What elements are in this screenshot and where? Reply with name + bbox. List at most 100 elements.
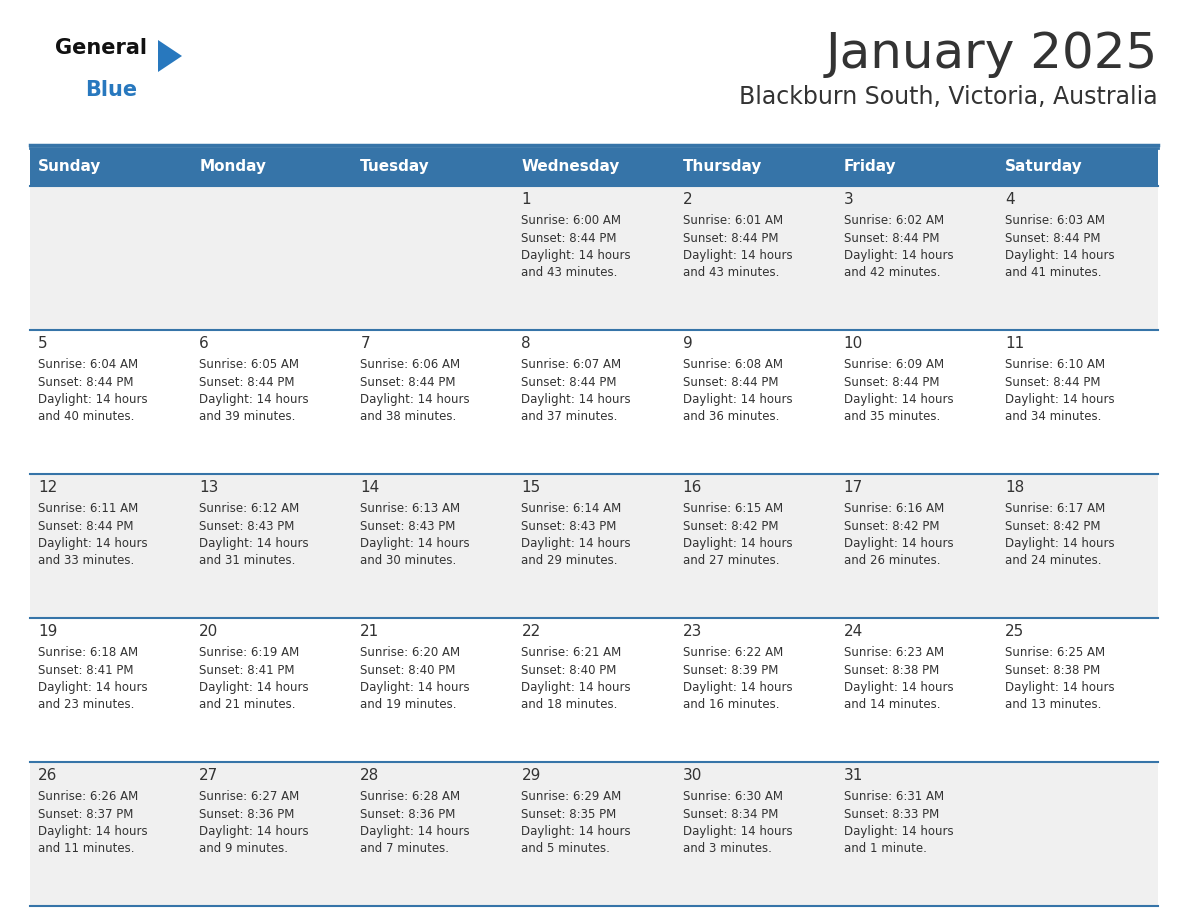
Text: 27: 27 bbox=[200, 768, 219, 783]
Text: 26: 26 bbox=[38, 768, 57, 783]
Text: Sunset: 8:43 PM: Sunset: 8:43 PM bbox=[360, 520, 456, 532]
Text: Sunrise: 6:29 AM: Sunrise: 6:29 AM bbox=[522, 790, 621, 803]
Bar bbox=[30, 474, 1158, 618]
Text: Sunset: 8:36 PM: Sunset: 8:36 PM bbox=[200, 808, 295, 821]
Text: and 16 minutes.: and 16 minutes. bbox=[683, 699, 779, 711]
Text: Sunrise: 6:20 AM: Sunrise: 6:20 AM bbox=[360, 646, 461, 659]
Text: Daylight: 14 hours: Daylight: 14 hours bbox=[843, 537, 953, 550]
Text: Sunset: 8:44 PM: Sunset: 8:44 PM bbox=[843, 231, 940, 244]
Text: Daylight: 14 hours: Daylight: 14 hours bbox=[683, 825, 792, 838]
Text: Daylight: 14 hours: Daylight: 14 hours bbox=[38, 825, 147, 838]
Text: Sunrise: 6:27 AM: Sunrise: 6:27 AM bbox=[200, 790, 299, 803]
Text: January 2025: January 2025 bbox=[826, 30, 1158, 78]
Text: Sunset: 8:41 PM: Sunset: 8:41 PM bbox=[38, 664, 133, 677]
Text: Sunrise: 6:18 AM: Sunrise: 6:18 AM bbox=[38, 646, 138, 659]
Text: Sunset: 8:44 PM: Sunset: 8:44 PM bbox=[38, 520, 133, 532]
Text: 5: 5 bbox=[38, 336, 48, 351]
Bar bbox=[191, 148, 353, 186]
Bar bbox=[675, 148, 835, 186]
Text: Sunrise: 6:10 AM: Sunrise: 6:10 AM bbox=[1005, 358, 1105, 371]
Text: Sunset: 8:44 PM: Sunset: 8:44 PM bbox=[1005, 375, 1100, 388]
Text: Sunrise: 6:06 AM: Sunrise: 6:06 AM bbox=[360, 358, 461, 371]
Text: Sunset: 8:42 PM: Sunset: 8:42 PM bbox=[1005, 520, 1100, 532]
Text: Sunrise: 6:31 AM: Sunrise: 6:31 AM bbox=[843, 790, 943, 803]
Text: 15: 15 bbox=[522, 480, 541, 495]
Text: and 1 minute.: and 1 minute. bbox=[843, 843, 927, 856]
Text: Daylight: 14 hours: Daylight: 14 hours bbox=[683, 537, 792, 550]
Text: Sunset: 8:44 PM: Sunset: 8:44 PM bbox=[683, 375, 778, 388]
Text: Daylight: 14 hours: Daylight: 14 hours bbox=[1005, 537, 1114, 550]
Text: Sunset: 8:39 PM: Sunset: 8:39 PM bbox=[683, 664, 778, 677]
Text: 1: 1 bbox=[522, 192, 531, 207]
Text: Sunset: 8:42 PM: Sunset: 8:42 PM bbox=[683, 520, 778, 532]
Text: Daylight: 14 hours: Daylight: 14 hours bbox=[360, 825, 470, 838]
Text: Sunrise: 6:03 AM: Sunrise: 6:03 AM bbox=[1005, 214, 1105, 227]
Text: and 5 minutes.: and 5 minutes. bbox=[522, 843, 611, 856]
Text: Daylight: 14 hours: Daylight: 14 hours bbox=[843, 393, 953, 406]
Text: Friday: Friday bbox=[843, 160, 896, 174]
Text: Daylight: 14 hours: Daylight: 14 hours bbox=[522, 681, 631, 694]
Text: Sunrise: 6:23 AM: Sunrise: 6:23 AM bbox=[843, 646, 943, 659]
Text: Daylight: 14 hours: Daylight: 14 hours bbox=[843, 249, 953, 262]
Text: and 3 minutes.: and 3 minutes. bbox=[683, 843, 771, 856]
Text: and 43 minutes.: and 43 minutes. bbox=[683, 266, 779, 279]
Text: 18: 18 bbox=[1005, 480, 1024, 495]
Text: Sunrise: 6:14 AM: Sunrise: 6:14 AM bbox=[522, 502, 621, 515]
Text: Sunrise: 6:25 AM: Sunrise: 6:25 AM bbox=[1005, 646, 1105, 659]
Text: and 27 minutes.: and 27 minutes. bbox=[683, 554, 779, 567]
Text: Tuesday: Tuesday bbox=[360, 160, 430, 174]
Text: 14: 14 bbox=[360, 480, 379, 495]
Text: Sunrise: 6:15 AM: Sunrise: 6:15 AM bbox=[683, 502, 783, 515]
Text: 13: 13 bbox=[200, 480, 219, 495]
Text: 25: 25 bbox=[1005, 624, 1024, 639]
Text: Sunset: 8:44 PM: Sunset: 8:44 PM bbox=[1005, 231, 1100, 244]
Text: Daylight: 14 hours: Daylight: 14 hours bbox=[522, 393, 631, 406]
Text: Sunset: 8:44 PM: Sunset: 8:44 PM bbox=[683, 231, 778, 244]
Text: and 21 minutes.: and 21 minutes. bbox=[200, 699, 296, 711]
Text: Sunset: 8:33 PM: Sunset: 8:33 PM bbox=[843, 808, 939, 821]
Text: 3: 3 bbox=[843, 192, 853, 207]
Text: Sunrise: 6:05 AM: Sunrise: 6:05 AM bbox=[200, 358, 299, 371]
Text: Sunset: 8:44 PM: Sunset: 8:44 PM bbox=[360, 375, 456, 388]
Text: and 38 minutes.: and 38 minutes. bbox=[360, 410, 456, 423]
Text: Wednesday: Wednesday bbox=[522, 160, 620, 174]
Text: and 19 minutes.: and 19 minutes. bbox=[360, 699, 456, 711]
Text: Daylight: 14 hours: Daylight: 14 hours bbox=[843, 681, 953, 694]
Text: Sunrise: 6:22 AM: Sunrise: 6:22 AM bbox=[683, 646, 783, 659]
Text: 12: 12 bbox=[38, 480, 57, 495]
Text: and 13 minutes.: and 13 minutes. bbox=[1005, 699, 1101, 711]
Text: Sunset: 8:42 PM: Sunset: 8:42 PM bbox=[843, 520, 940, 532]
Text: Daylight: 14 hours: Daylight: 14 hours bbox=[360, 681, 470, 694]
Text: 20: 20 bbox=[200, 624, 219, 639]
Text: Blue: Blue bbox=[86, 80, 137, 100]
Text: 28: 28 bbox=[360, 768, 379, 783]
Text: and 11 minutes.: and 11 minutes. bbox=[38, 843, 134, 856]
Text: Sunrise: 6:26 AM: Sunrise: 6:26 AM bbox=[38, 790, 138, 803]
Text: and 31 minutes.: and 31 minutes. bbox=[200, 554, 296, 567]
Text: Daylight: 14 hours: Daylight: 14 hours bbox=[200, 393, 309, 406]
Text: and 40 minutes.: and 40 minutes. bbox=[38, 410, 134, 423]
Text: Sunrise: 6:13 AM: Sunrise: 6:13 AM bbox=[360, 502, 461, 515]
Text: and 7 minutes.: and 7 minutes. bbox=[360, 843, 449, 856]
Text: Sunset: 8:34 PM: Sunset: 8:34 PM bbox=[683, 808, 778, 821]
Bar bbox=[30, 186, 1158, 330]
Text: and 35 minutes.: and 35 minutes. bbox=[843, 410, 940, 423]
Text: Sunset: 8:44 PM: Sunset: 8:44 PM bbox=[843, 375, 940, 388]
Text: and 30 minutes.: and 30 minutes. bbox=[360, 554, 456, 567]
Text: 23: 23 bbox=[683, 624, 702, 639]
Text: Daylight: 14 hours: Daylight: 14 hours bbox=[683, 249, 792, 262]
Text: 29: 29 bbox=[522, 768, 541, 783]
Text: Daylight: 14 hours: Daylight: 14 hours bbox=[200, 825, 309, 838]
Text: Sunrise: 6:19 AM: Sunrise: 6:19 AM bbox=[200, 646, 299, 659]
Text: Daylight: 14 hours: Daylight: 14 hours bbox=[683, 681, 792, 694]
Text: Sunrise: 6:28 AM: Sunrise: 6:28 AM bbox=[360, 790, 461, 803]
Text: Daylight: 14 hours: Daylight: 14 hours bbox=[38, 537, 147, 550]
Text: Sunrise: 6:02 AM: Sunrise: 6:02 AM bbox=[843, 214, 943, 227]
Text: Daylight: 14 hours: Daylight: 14 hours bbox=[1005, 249, 1114, 262]
Text: Thursday: Thursday bbox=[683, 160, 762, 174]
Text: and 18 minutes.: and 18 minutes. bbox=[522, 699, 618, 711]
Text: 21: 21 bbox=[360, 624, 379, 639]
Text: 9: 9 bbox=[683, 336, 693, 351]
Polygon shape bbox=[158, 40, 182, 72]
Bar bbox=[353, 148, 513, 186]
